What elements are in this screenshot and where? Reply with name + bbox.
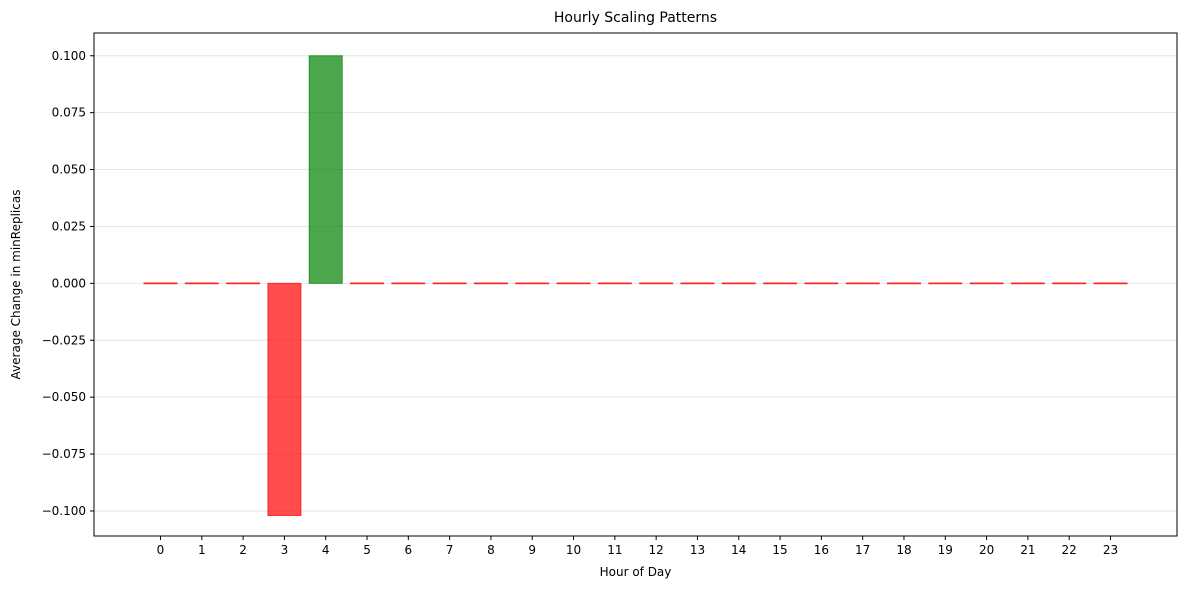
bar-hour-2	[226, 282, 261, 285]
x-tick-label: 20	[979, 543, 994, 557]
x-tick-label: 13	[690, 543, 705, 557]
x-tick-label: 0	[157, 543, 165, 557]
x-tick-label: 23	[1103, 543, 1118, 557]
bar-hour-14	[721, 282, 756, 285]
bar-hour-18	[886, 282, 922, 285]
bar-hour-7	[432, 282, 467, 285]
bar-hour-5	[350, 282, 385, 285]
y-tick-label: −0.100	[42, 504, 86, 518]
x-tick-label: 22	[1062, 543, 1077, 557]
x-axis-label: Hour of Day	[600, 565, 672, 579]
bar-hour-19	[928, 282, 963, 285]
x-tick-label: 3	[281, 543, 289, 557]
x-tick-label: 11	[607, 543, 622, 557]
x-tick-label: 2	[239, 543, 247, 557]
bar-hour-4	[308, 55, 343, 284]
y-tick-label: 0.075	[52, 106, 86, 120]
bar-hour-6	[391, 282, 426, 285]
bar-hour-11	[597, 282, 632, 285]
bar-hour-21	[1010, 282, 1045, 285]
bar-hour-17	[845, 282, 880, 285]
y-axis-label: Average Change in minReplicas	[9, 190, 23, 380]
x-tick-label: 4	[322, 543, 330, 557]
x-tick-label: 14	[731, 543, 746, 557]
plot-frame	[93, 32, 1178, 537]
bar-hour-10	[556, 282, 591, 285]
x-axis: 0 1 2 3 4 5 6 7 8 9 10 11 12 13 14 15 16 17 18 19 20 21 22 23	[157, 536, 1118, 557]
bar-hour-3	[267, 282, 302, 517]
bar-hour-12	[639, 282, 674, 285]
bar-hour-23	[1093, 282, 1128, 285]
x-tick-label: 6	[405, 543, 413, 557]
y-tick-label: 0.000	[52, 276, 86, 290]
x-tick-label: 8	[487, 543, 495, 557]
bar-hour-16	[804, 282, 839, 285]
bar-hour-15	[763, 282, 798, 285]
y-axis: −0.100 −0.075 −0.050 −0.025 0.000 0.025 0.050 0…	[42, 49, 94, 518]
bar-hour-20	[969, 282, 1004, 285]
x-tick-label: 7	[446, 543, 454, 557]
x-tick-label: 12	[649, 543, 664, 557]
x-tick-label: 5	[363, 543, 371, 557]
bar-hour-8	[473, 282, 508, 285]
x-tick-label: 21	[1020, 543, 1035, 557]
bar-hour-0	[143, 282, 178, 285]
x-tick-label: 18	[896, 543, 911, 557]
y-tick-label: 0.050	[52, 163, 86, 177]
bar-hour-1	[184, 282, 219, 285]
x-tick-label: 16	[814, 543, 829, 557]
y-tick-label: 0.100	[52, 49, 86, 63]
x-tick-label: 10	[566, 543, 581, 557]
y-tick-label: 0.025	[52, 219, 86, 233]
bars	[143, 55, 1128, 517]
bar-hour-9	[515, 282, 550, 285]
x-tick-label: 19	[938, 543, 953, 557]
y-tick-label: −0.075	[42, 447, 86, 461]
x-tick-label: 9	[528, 543, 536, 557]
y-tick-label: −0.050	[42, 390, 86, 404]
x-tick-label: 15	[772, 543, 787, 557]
bar-hour-13	[680, 282, 715, 285]
bar-hour-22	[1052, 282, 1087, 285]
y-tick-label: −0.025	[42, 333, 86, 347]
x-tick-label: 17	[855, 543, 870, 557]
chart-title: Hourly Scaling Patterns	[554, 10, 717, 26]
x-tick-label: 1	[198, 543, 206, 557]
